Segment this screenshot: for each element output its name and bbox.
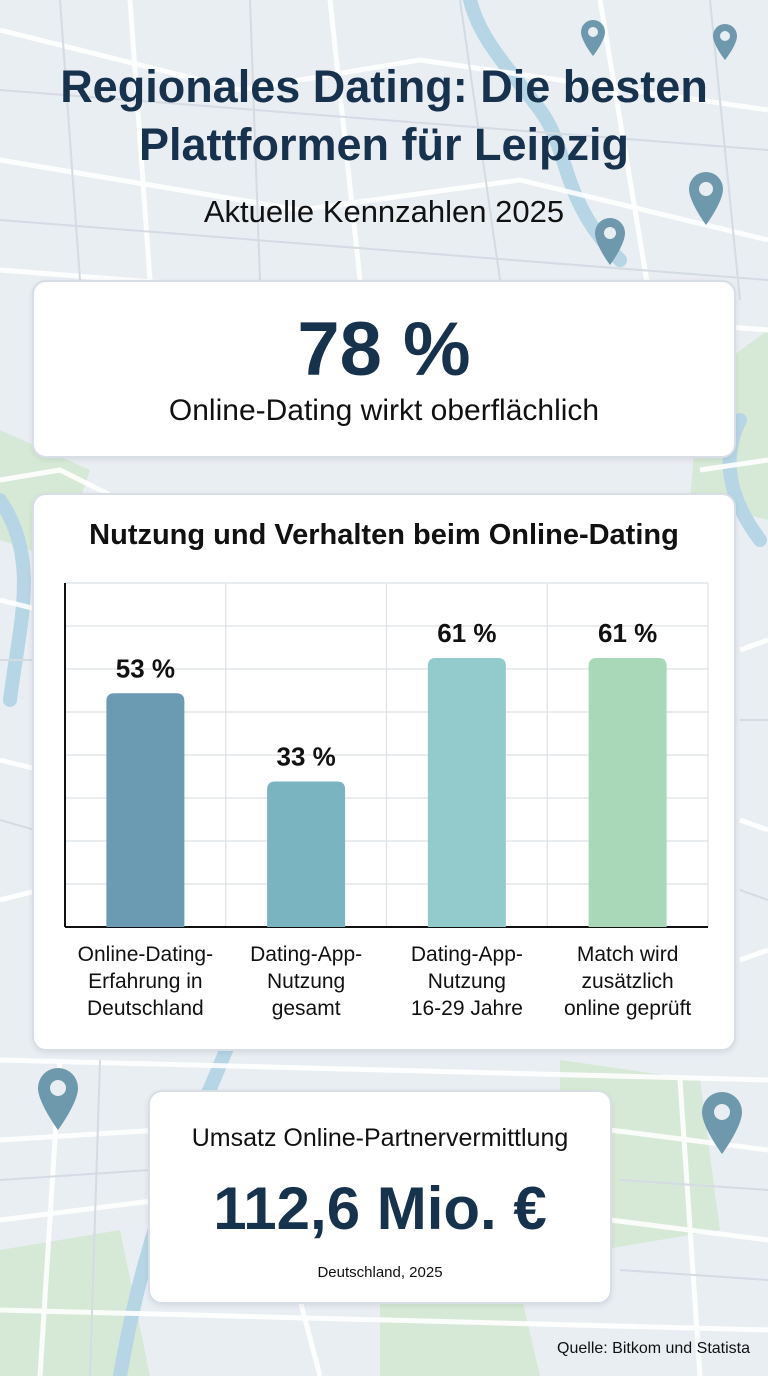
- data-label: 61 %: [598, 618, 657, 648]
- category-label: zusätzlich: [582, 970, 674, 993]
- data-label: 33 %: [276, 741, 335, 771]
- map-pin-icon: [595, 218, 625, 265]
- category-label: Deutschland: [87, 997, 204, 1020]
- bar: [427, 657, 506, 927]
- map-pin-icon: [713, 24, 737, 60]
- map-pin-icon: [38, 1068, 78, 1130]
- bar: [267, 781, 346, 927]
- highlight-value: 78 %: [297, 307, 471, 392]
- highlight-label: Online-Dating wirkt oberflächlich: [168, 394, 600, 427]
- map-pin-icon: [689, 172, 723, 225]
- page-subtitle: Aktuelle Kennzahlen 2025: [203, 194, 565, 229]
- revenue-note: Deutschland, 2025: [317, 1264, 443, 1281]
- category-label: Dating-App-: [250, 943, 362, 966]
- category-label: Dating-App-: [411, 943, 523, 966]
- category-label: Nutzung: [428, 970, 506, 993]
- revenue-card: Umsatz Online-Partnervermittlung 112,6 M…: [148, 1090, 612, 1304]
- map-pin-icon: [702, 1092, 742, 1154]
- category-label: Erfahrung in: [88, 970, 202, 993]
- chart-card: 53 % Online-Dating- Erfahrung in Deutschlan…: [32, 493, 736, 1051]
- source-note: Quelle: Bitkom und Statista: [557, 1340, 750, 1357]
- category-label: online geprüft: [564, 997, 691, 1020]
- bar: [588, 657, 667, 927]
- page-title: Regionales Dating: Die besten Plattforme…: [60, 61, 708, 170]
- category-label: 16-29 Jahre: [411, 997, 523, 1020]
- map-pin-icon: [581, 20, 605, 56]
- category-label: Nutzung: [267, 970, 345, 993]
- category-label: gesamt: [272, 997, 341, 1020]
- category-label: Online-Dating-: [78, 943, 213, 966]
- revenue-label: Umsatz Online-Partnervermittlung: [191, 1124, 569, 1152]
- data-label: 61 %: [437, 618, 496, 648]
- highlight-card: 78 % Online-Dating wirkt oberflächlich: [32, 280, 736, 458]
- bar-chart: 53 % Online-Dating- Erfahrung in Deutschlan…: [64, 582, 709, 1020]
- bar: [106, 693, 185, 927]
- category-label: Match wird: [577, 943, 679, 966]
- revenue-value: 112,6 Mio. €: [213, 1175, 547, 1242]
- chart-title: Nutzung und Verhalten beim Online-Dating: [89, 519, 679, 551]
- data-label: 53 %: [116, 653, 175, 683]
